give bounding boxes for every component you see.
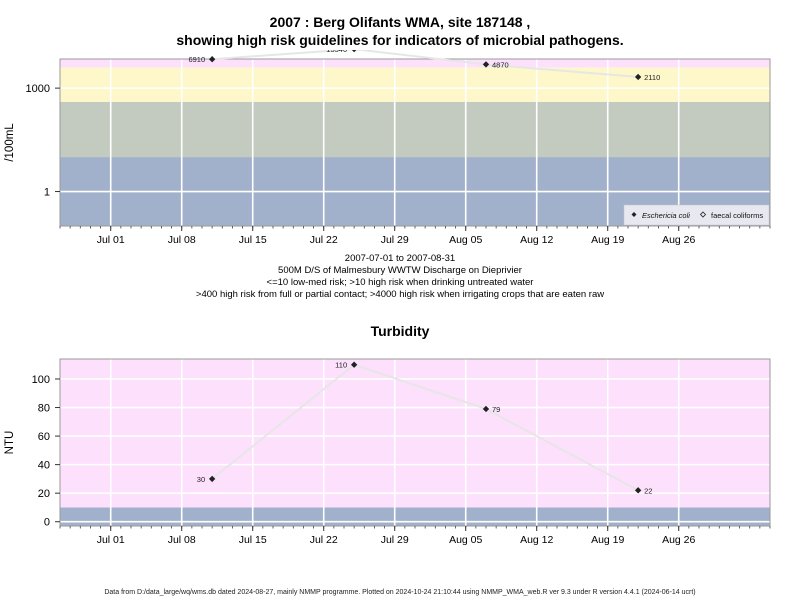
- chart2-title: Turbidity: [370, 323, 430, 339]
- data-point: [208, 475, 216, 483]
- x-tick-label: Aug 19: [591, 534, 624, 546]
- ecoli-marker-icon: [631, 212, 637, 217]
- series-line: [211, 363, 639, 492]
- chart1-title-line2: showing high risk guidelines for indicat…: [176, 32, 624, 48]
- x-tick-label: Jul 22: [310, 234, 338, 246]
- x-tick-label: Jul 01: [97, 534, 125, 546]
- x-tick-label: Aug 05: [449, 534, 482, 546]
- data-point: [351, 50, 357, 53]
- data-label: 4870: [492, 60, 509, 69]
- data-label: 6910: [188, 55, 205, 64]
- caption-date-range: 2007-07-01 to 2007-08-31: [344, 253, 456, 264]
- legend-faecal: faecal coliforms: [711, 211, 763, 220]
- y-tick-label: 60: [38, 431, 50, 443]
- risk-band-1: [60, 359, 770, 508]
- data-point: [634, 73, 642, 81]
- x-tick-label: Jul 08: [168, 234, 196, 246]
- legend: Eschericia coli faecal coliforms: [623, 204, 770, 226]
- data-point: [482, 405, 490, 413]
- x-tick-label: Aug 12: [520, 534, 553, 546]
- y-tick-label: 100: [32, 374, 50, 386]
- x-tick-label: Aug 26: [662, 534, 695, 546]
- y-tick-label: 0: [44, 517, 50, 529]
- y-tick-label: 20: [38, 488, 50, 500]
- y-tick-label: 1: [44, 187, 50, 199]
- risk-band-2: [60, 67, 770, 102]
- data-point: [208, 56, 216, 63]
- chart1-caption: 2007-07-01 to 2007-08-31 500M D/S of Mal…: [0, 253, 800, 301]
- caption-drinking-risk: <=10 low-med risk; >10 high risk when dr…: [266, 277, 534, 288]
- faecal-marker-icon: [699, 211, 707, 218]
- x-tick-label: Aug 05: [449, 234, 482, 246]
- data-label: 110: [335, 361, 347, 370]
- y-axis-label: NTU: [4, 431, 16, 455]
- caption-site: 500M D/S of Malmesbury WWTW Discharge on…: [278, 265, 522, 276]
- risk-band-3: [60, 59, 770, 68]
- caption-contact-risk: >400 high risk from full or partial cont…: [195, 289, 605, 300]
- x-tick-label: Jul 22: [310, 534, 338, 546]
- series-line: [212, 50, 639, 78]
- turbidity-chart: Jul 01 Jul 08 Jul 15 Jul 22 Jul 29 Aug 05 Aug …: [4, 358, 771, 546]
- x-tick-label: Jul 29: [381, 534, 409, 546]
- legend-ecoli: Eschericia coli: [642, 211, 690, 220]
- x-tick-label: Jul 29: [381, 234, 409, 246]
- y-tick-label: 1000: [26, 83, 50, 95]
- x-tick-label: Aug 26: [662, 234, 695, 246]
- y-axis-label: /100mL: [4, 123, 16, 162]
- data-label: 22: [644, 486, 652, 495]
- x-tick-label: Aug 19: [591, 234, 624, 246]
- risk-band-1: [60, 101, 770, 158]
- data-label: 13540: [326, 50, 347, 54]
- x-tick-label: Jul 15: [239, 234, 267, 246]
- ecoli-chart: Jul 01 Jul 08 Jul 15 Jul 22 Jul 29 Aug 05 Aug …: [4, 50, 771, 246]
- legend-box: [623, 204, 770, 226]
- risk-band-0: [60, 507, 770, 526]
- y-tick-label: 80: [38, 403, 50, 415]
- x-tick-label: Aug 12: [520, 234, 553, 246]
- data-label: 79: [492, 405, 500, 414]
- x-tick-label: Jul 15: [239, 534, 267, 546]
- y-tick-label: 40: [38, 460, 50, 472]
- chart1-title-line1: 2007 : Berg Olifants WMA, site 187148 ,: [269, 14, 531, 30]
- data-label: 2110: [644, 73, 660, 82]
- x-tick-label: Jul 01: [97, 234, 125, 246]
- data-point: [350, 361, 358, 368]
- data-point: [634, 487, 642, 494]
- footer-note: Data from D:/data_large/wq/wms.db dated …: [104, 589, 696, 596]
- x-tick-label: Jul 08: [168, 534, 196, 546]
- data-label: 30: [197, 475, 205, 484]
- data-point: [482, 61, 490, 68]
